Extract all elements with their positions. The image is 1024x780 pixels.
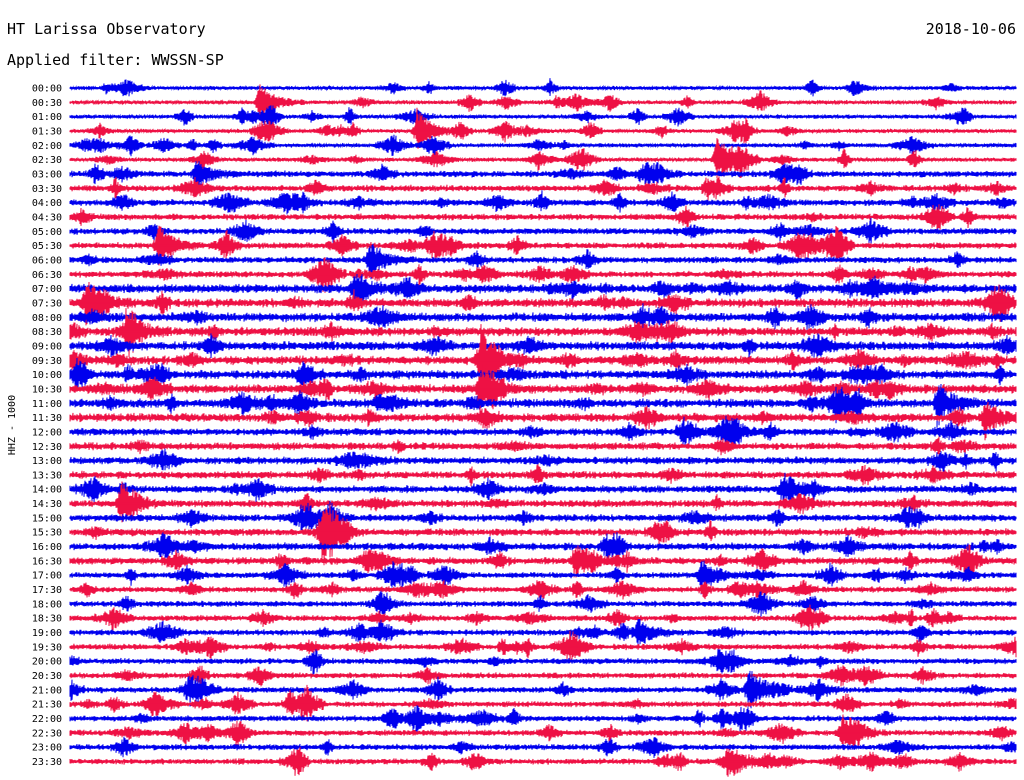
row-time-label: 08:00 — [32, 313, 62, 324]
row-time-label: 12:30 — [32, 442, 62, 453]
row-time-label: 13:00 — [32, 456, 62, 467]
row-time-label: 05:30 — [32, 241, 62, 252]
row-time-label: 20:00 — [32, 657, 62, 668]
row-time-label: 22:00 — [32, 714, 62, 725]
row-time-label: 08:30 — [32, 327, 62, 338]
row-time-label: 01:30 — [32, 127, 62, 138]
row-time-label: 12:00 — [32, 427, 62, 438]
row-time-label: 00:30 — [32, 98, 62, 109]
row-time-label: 10:30 — [32, 384, 62, 395]
row-time-label: 11:30 — [32, 413, 62, 424]
record-date: 2018-10-06 — [925, 20, 1016, 38]
row-time-label: 05:00 — [32, 227, 62, 238]
row-time-label: 06:30 — [32, 270, 62, 281]
row-time-label: 03:00 — [32, 170, 62, 181]
channel-label: HHZ - 1000 — [7, 395, 18, 455]
trace-1330 — [69, 464, 1017, 487]
row-time-label: 07:00 — [32, 284, 62, 295]
row-time-label: 09:00 — [32, 341, 62, 352]
row-time-label: 14:30 — [32, 499, 62, 510]
row-time-label: 21:30 — [32, 700, 62, 711]
trace-1100 — [69, 383, 1017, 428]
row-time-label: 06:00 — [32, 256, 62, 267]
row-time-label: 19:30 — [32, 642, 62, 653]
row-time-label: 16:00 — [32, 542, 62, 553]
row-time-label: 00:00 — [32, 84, 62, 95]
trace-lines — [69, 78, 1017, 777]
row-time-label: 20:30 — [32, 671, 62, 682]
row-time-label: 18:00 — [32, 599, 62, 610]
trace-1130 — [69, 401, 1017, 441]
row-time-label: 04:00 — [32, 198, 62, 209]
row-time-label: 03:30 — [32, 184, 62, 195]
filter-label: Applied filter: WWSSN-SP — [7, 51, 224, 69]
row-time-label: 13:30 — [32, 470, 62, 481]
row-time-label: 17:30 — [32, 585, 62, 596]
row-time-label: 23:30 — [32, 757, 62, 768]
row-labels: 00:00 00:30 01:00 01:30 02:00 02:30 03:00 03:30… — [32, 84, 62, 769]
row-time-label: 15:00 — [32, 513, 62, 524]
row-time-label: 23:00 — [32, 743, 62, 754]
row-time-label: 10:00 — [32, 370, 62, 381]
row-time-label: 02:30 — [32, 155, 62, 166]
row-time-label: 19:00 — [32, 628, 62, 639]
row-time-label: 11:00 — [32, 399, 62, 410]
row-time-label: 18:30 — [32, 614, 62, 625]
station-title: HT Larissa Observatory — [7, 20, 206, 38]
row-time-label: 14:00 — [32, 485, 62, 496]
row-time-label: 21:00 — [32, 685, 62, 696]
row-time-label: 09:30 — [32, 356, 62, 367]
row-time-label: 07:30 — [32, 298, 62, 309]
row-time-label: 01:00 — [32, 112, 62, 123]
trace-0100 — [69, 105, 1017, 132]
trace-2130 — [69, 684, 1017, 722]
trace-1930 — [69, 630, 1017, 663]
row-time-label: 04:30 — [32, 213, 62, 224]
trace-1530 — [69, 505, 1017, 566]
row-time-label: 15:30 — [32, 528, 62, 539]
row-time-label: 16:30 — [32, 556, 62, 567]
row-time-label: 02:00 — [32, 141, 62, 152]
row-time-label: 17:00 — [32, 571, 62, 582]
row-time-label: 22:30 — [32, 728, 62, 739]
trace-0930 — [69, 324, 1017, 392]
